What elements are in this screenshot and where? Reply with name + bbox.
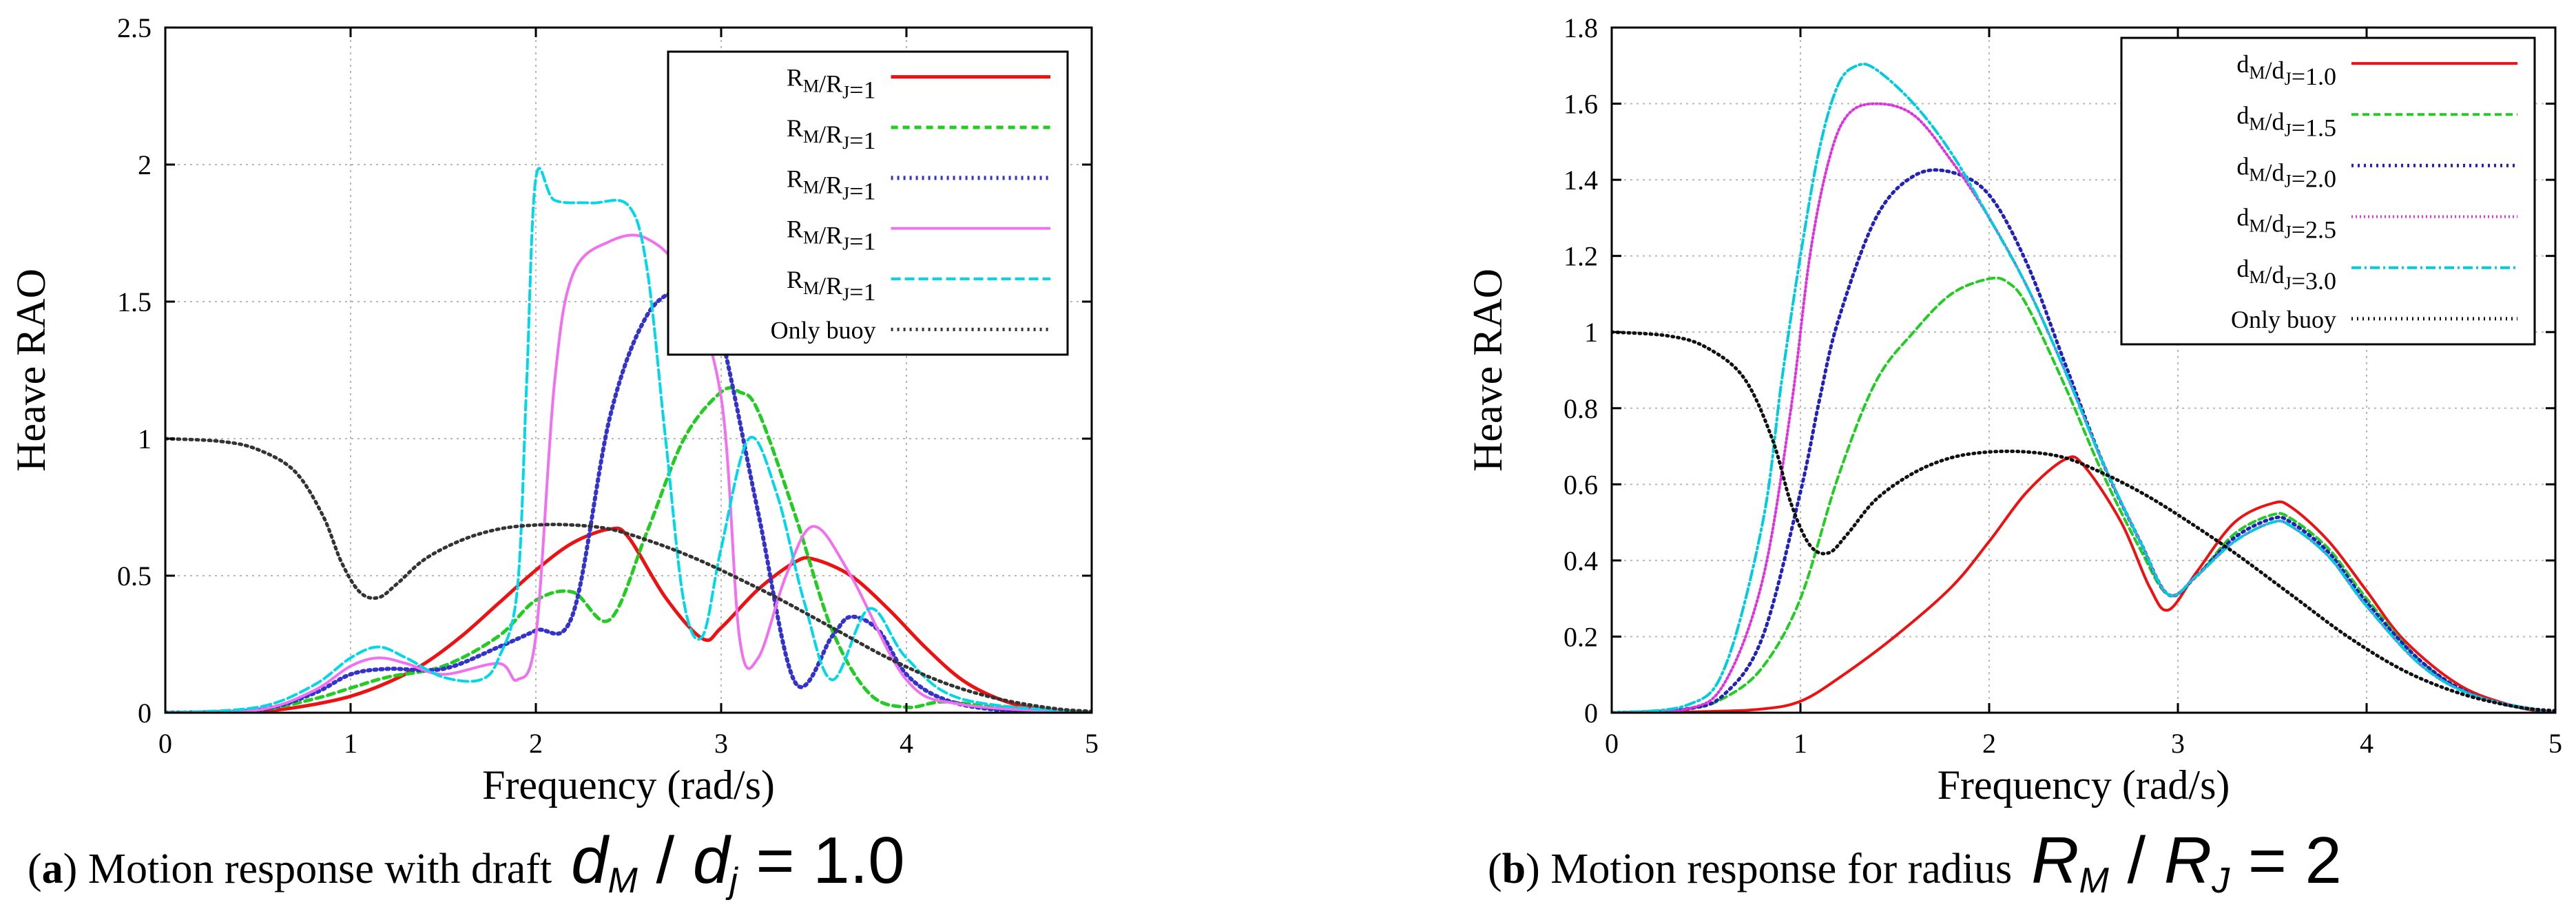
caption-a-math-var2: d xyxy=(692,824,730,897)
chart-b: 0 1 2 3 4 5 0 0.2 0.4 0.6 0.8 1 1.2 1.4 1.6 1.8 Frequenc… xyxy=(1465,12,2562,808)
x-tick-label: 2 xyxy=(529,728,543,759)
y-tick-label: 1 xyxy=(138,424,152,454)
legend-label-4: dM/dJ=2.5 xyxy=(2236,204,2336,244)
y-tick-label: 0.2 xyxy=(1564,621,1598,652)
series-line-1 xyxy=(1612,455,2555,713)
series-line-6 xyxy=(165,437,1092,713)
x-tick-label: 3 xyxy=(2171,728,2185,759)
x-tick-label: 5 xyxy=(1085,728,1099,759)
series-line-5 xyxy=(1612,62,2555,713)
series-line-1 xyxy=(165,526,1092,713)
x-tick-label: 5 xyxy=(2548,728,2562,759)
series-line-6 xyxy=(1612,330,2555,713)
legend-label-4: RM/RJ=1 xyxy=(787,216,876,255)
legend-box xyxy=(2120,36,2536,346)
x-tick-label: 1 xyxy=(344,728,357,759)
caption-a-label: (a) Motion response with draft xyxy=(28,846,552,892)
x-tick-label: 3 xyxy=(714,728,728,759)
x-axis-label: Frequency (rad/s) xyxy=(1938,762,2230,808)
y-tick-label: 0.6 xyxy=(1564,469,1598,500)
caption-a: (a) Motion response with draft dM / dj =… xyxy=(28,823,905,912)
legend-label-2: dM/dJ=1.5 xyxy=(2236,101,2336,141)
figure-charts: 0 1 2 3 4 5 0 0.5 1 1.5 2 2.5 Frequency (rad/s) Heave… xyxy=(8,12,2562,808)
series-line-3 xyxy=(1612,168,2555,713)
legend-label-1: RM/RJ=1 xyxy=(787,64,876,104)
legend-label-1: dM/dJ=1.0 xyxy=(2236,50,2336,90)
y-tick-label: 1.6 xyxy=(1564,89,1598,120)
legend: dM/dJ=1.0 dM/dJ=1.5 dM/dJ=2.0 dM/dJ=2.5 dM/d… xyxy=(2120,36,2536,346)
x-tick-label: 0 xyxy=(1605,728,1619,759)
y-tick-label: 1.2 xyxy=(1564,241,1598,272)
caption-b-math-var2: R xyxy=(2163,824,2212,897)
legend-label-3: dM/dJ=2.0 xyxy=(2236,152,2336,192)
legend-label-2: RM/RJ=1 xyxy=(787,114,876,154)
caption-a-math-sub1: M xyxy=(607,861,638,901)
legend-label-5: RM/RJ=1 xyxy=(787,266,876,306)
x-tick-label: 2 xyxy=(1982,728,1996,759)
x-tick-label: 4 xyxy=(2360,728,2374,759)
y-tick-label: 1.8 xyxy=(1564,12,1598,43)
caption-b-letter: b xyxy=(1502,846,1526,892)
caption-b: (b) Motion response for radius RM / RJ =… xyxy=(1488,823,2342,912)
series-line-5 xyxy=(165,167,1092,713)
legend-label-6: Only buoy xyxy=(2231,306,2336,333)
caption-a-math-rhs: = 1.0 xyxy=(737,824,905,897)
caption-a-letter: a xyxy=(41,846,63,892)
caption-b-math-rhs: = 2 xyxy=(2230,824,2342,897)
legend-label-3: RM/RJ=1 xyxy=(787,165,876,205)
caption-a-math-var1: d xyxy=(571,824,608,897)
x-tick-label: 1 xyxy=(1794,728,1807,759)
caption-b-math-sub2: J xyxy=(2212,861,2230,901)
caption-b-math-slash: / xyxy=(2108,824,2164,897)
y-tick-label: 1.5 xyxy=(117,286,152,317)
y-tick-label: 2 xyxy=(138,149,152,180)
plot-frame xyxy=(1610,26,2557,714)
x-axis-label: Frequency (rad/s) xyxy=(482,762,775,808)
legend-label-6: Only buoy xyxy=(771,316,876,344)
caption-a-math: dM / dj = 1.0 xyxy=(571,823,905,901)
caption-a-math-slash: / xyxy=(637,824,693,897)
x-tick-label: 4 xyxy=(900,728,913,759)
y-tick-label: 0 xyxy=(1584,698,1598,729)
plot-frame xyxy=(164,26,1093,714)
y-axis-label: Heave RAO xyxy=(1465,269,1510,472)
chart-a: 0 1 2 3 4 5 0 0.5 1 1.5 2 2.5 Frequency (rad/s) Heave… xyxy=(8,12,1099,808)
caption-b-math-var1: R xyxy=(2031,824,2079,897)
x-tick-label: 0 xyxy=(158,728,172,759)
series-group xyxy=(165,167,1092,713)
series-line-4 xyxy=(165,233,1092,713)
caption-b-math-sub1: M xyxy=(2079,861,2109,901)
y-axis-label: Heave RAO xyxy=(8,269,54,472)
y-tick-label: 2.5 xyxy=(117,12,152,43)
y-tick-label: 0.4 xyxy=(1564,545,1598,576)
caption-a-text: Motion response with draft xyxy=(77,846,552,892)
caption-a-math-sub2: j xyxy=(729,861,738,901)
y-tick-label: 0.5 xyxy=(117,561,152,592)
caption-b-text: Motion response for radius xyxy=(1539,846,2013,892)
y-tick-label: 0.8 xyxy=(1564,393,1598,424)
caption-b-label: (b) Motion response for radius xyxy=(1488,846,2013,892)
y-tick-label: 1.4 xyxy=(1564,165,1598,196)
series-line-2 xyxy=(1612,276,2555,713)
y-tick-label: 1 xyxy=(1584,317,1598,348)
legend-box xyxy=(667,50,1069,356)
series-line-2 xyxy=(165,386,1092,713)
legend-label-5: dM/dJ=3.0 xyxy=(2236,255,2336,295)
series-group xyxy=(1612,62,2555,713)
caption-b-math: RM / RJ = 2 xyxy=(2031,823,2342,901)
legend: RM/RJ=1 RM/RJ=1 RM/RJ=1 RM/RJ=1 RM/RJ=1 Only … xyxy=(667,50,1069,356)
y-tick-label: 0 xyxy=(138,698,152,729)
